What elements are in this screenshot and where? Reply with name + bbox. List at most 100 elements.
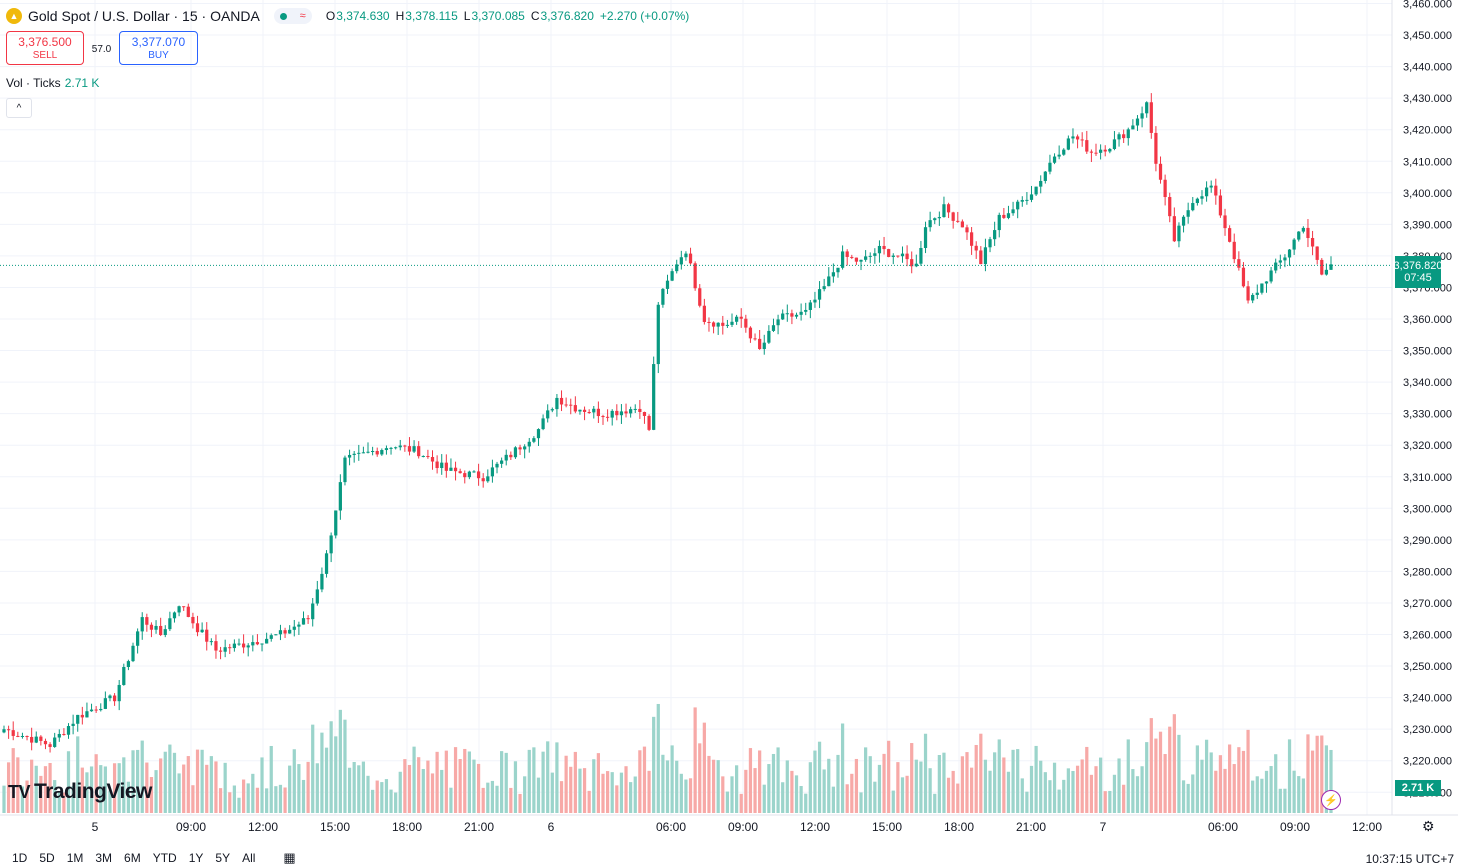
candle-body — [1062, 149, 1066, 155]
candle-body — [1172, 216, 1176, 242]
volume-bar — [509, 787, 513, 813]
range-ytd[interactable]: YTD — [152, 851, 177, 865]
candle-body — [1057, 154, 1061, 157]
volume-bar — [34, 765, 38, 813]
collapse-legend-button[interactable]: ^ — [6, 98, 32, 118]
x-tick-label: 12:00 — [1352, 820, 1382, 834]
volume-bar — [145, 762, 149, 813]
calendar-icon[interactable]: ▦ — [283, 850, 296, 865]
volume-legend[interactable]: Vol · Ticks 2.71 K — [6, 76, 100, 90]
range-1m[interactable]: 1M — [66, 851, 84, 865]
price-change: +2.270 (+0.07%) — [599, 9, 690, 23]
candle-body — [1039, 180, 1043, 187]
volume-bar — [1200, 759, 1204, 813]
volume-bar — [361, 761, 366, 813]
candle-body — [794, 314, 799, 317]
range-6m[interactable]: 6M — [124, 851, 141, 865]
candle-body — [94, 709, 98, 711]
volume-bar — [195, 749, 200, 813]
volume-bar — [467, 751, 471, 813]
volume-bar — [140, 740, 144, 813]
volume-bar — [334, 736, 338, 813]
volume-bar — [94, 754, 98, 813]
symbol-title[interactable]: Gold Spot / U.S. Dollar · 15 · OANDA — [28, 8, 260, 24]
x-tick-label: 09:00 — [176, 820, 206, 834]
volume-bar — [804, 793, 808, 813]
timezone-clock[interactable]: 10:37:15 UTC+7 — [1365, 852, 1454, 866]
lightning-icon[interactable]: ⚡ — [1321, 790, 1341, 810]
volume-bar — [1140, 766, 1144, 813]
candle-body — [269, 635, 273, 639]
candle-body — [652, 364, 656, 430]
candle-body — [159, 625, 163, 636]
volume-bar — [914, 759, 918, 813]
range-all[interactable]: All — [242, 851, 256, 865]
volume-bar — [767, 764, 771, 813]
volume-bar — [758, 750, 762, 813]
candle-body — [951, 212, 955, 221]
volume-bar — [785, 760, 789, 813]
volume-bar — [813, 750, 817, 813]
status-pill[interactable]: ≈ — [273, 8, 312, 24]
volume-bar — [1232, 764, 1236, 813]
candle-body — [11, 730, 15, 736]
candle-body — [1260, 283, 1264, 293]
settings-icon[interactable]: ⚙ — [1422, 818, 1435, 834]
volume-bar — [48, 762, 52, 813]
volume-bar — [877, 764, 882, 813]
candle-body — [1103, 149, 1107, 152]
x-tick-label: 5 — [92, 820, 99, 834]
candle-body — [1292, 239, 1296, 250]
volume-bar — [71, 786, 75, 813]
volume-bar — [854, 758, 859, 813]
volume-bar — [39, 775, 43, 813]
volume-bar — [1075, 765, 1080, 813]
volume-bar — [601, 773, 605, 813]
range-3m[interactable]: 3M — [95, 851, 113, 865]
candle-body — [960, 221, 965, 228]
volume-bar — [1274, 754, 1278, 813]
candle-body — [1177, 225, 1181, 242]
candle-body — [1228, 228, 1232, 242]
volume-bar — [546, 741, 550, 813]
volume-bar — [89, 766, 94, 813]
volume-bar — [182, 764, 186, 813]
volume-bar — [910, 743, 914, 813]
y-tick-label: 3,420.000 — [1403, 125, 1452, 137]
volume-bar — [836, 754, 840, 813]
volume-bar — [1145, 742, 1149, 813]
candle-body — [1080, 139, 1084, 141]
candle-body — [665, 280, 670, 289]
volume-bar — [638, 750, 642, 813]
volume-bar — [2, 785, 6, 813]
range-1y[interactable]: 1Y — [188, 851, 204, 865]
candle-body — [209, 641, 213, 643]
candle-body — [444, 462, 448, 471]
candle-body — [352, 453, 356, 455]
candle-body — [974, 245, 978, 251]
range-5d[interactable]: 5D — [39, 851, 55, 865]
range-5y[interactable]: 5Y — [215, 851, 231, 865]
volume-bar — [205, 764, 209, 813]
sell-button[interactable]: 3,376.500 SELL — [6, 31, 84, 65]
volume-bar — [1195, 745, 1199, 813]
candle-body — [569, 404, 573, 406]
candle-body — [688, 253, 693, 264]
candle-body — [228, 647, 232, 649]
volume-bar — [274, 786, 278, 813]
volume-bar — [652, 716, 656, 813]
candle-body — [1251, 294, 1255, 301]
candle-body — [541, 418, 545, 430]
buy-price: 3,377.070 — [131, 35, 186, 49]
range-1d[interactable]: 1D — [12, 851, 28, 865]
volume-bar — [1181, 780, 1186, 813]
buy-button[interactable]: 3,377.070 BUY — [119, 31, 198, 65]
tradingview-logo[interactable]: TV TradingView — [8, 780, 152, 803]
x-tick-label: 15:00 — [320, 820, 350, 834]
x-tick-label: 09:00 — [728, 820, 758, 834]
candle-body — [642, 411, 647, 416]
candle-body — [361, 452, 366, 454]
y-tick-label: 3,280.000 — [1403, 566, 1452, 578]
candle-body — [1255, 292, 1259, 295]
